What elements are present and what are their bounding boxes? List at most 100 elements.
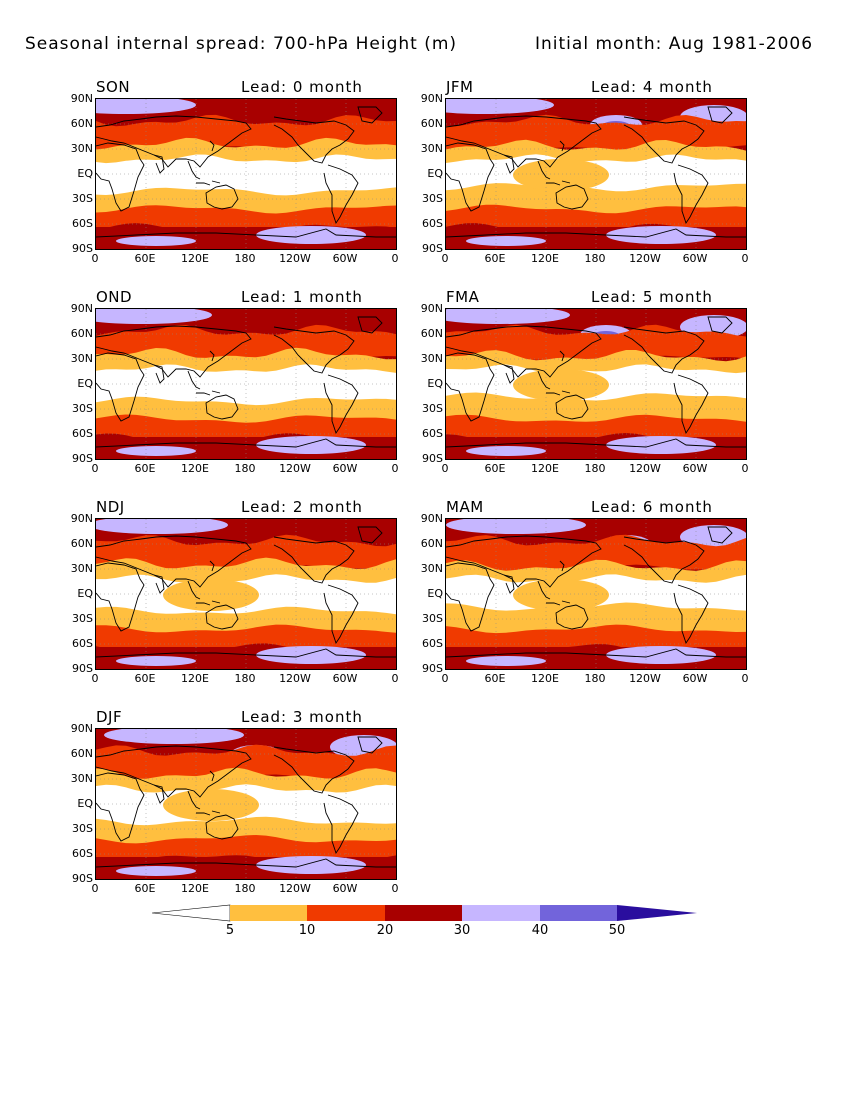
spread-map	[95, 728, 397, 880]
south-polar-blob	[256, 856, 366, 874]
coastline	[537, 370, 571, 396]
lon-tick-label: 120E	[531, 672, 559, 685]
coastline	[323, 164, 359, 225]
south-polar-blob	[256, 226, 366, 244]
lat-tick-label: 60S	[72, 217, 93, 230]
coastline	[96, 228, 396, 238]
coastline	[96, 745, 252, 798]
lat-tick-label: 90S	[72, 872, 93, 885]
coastline	[623, 536, 705, 584]
panel-lead-label: Lead: 2 month	[241, 498, 363, 516]
spread-field	[446, 99, 746, 249]
lat-tick-label: 30N	[70, 352, 93, 365]
south-polar-blob	[466, 236, 546, 246]
coastline	[205, 184, 239, 210]
lon-tick-label: 60W	[332, 882, 358, 895]
lon-tick-label: 0	[391, 672, 399, 685]
lat-tick-label: 60S	[422, 637, 443, 650]
south-polar-blob	[116, 446, 196, 456]
lat-tick-label: 30S	[422, 612, 443, 625]
coastline	[96, 325, 252, 378]
lat-tick-label: 30N	[70, 562, 93, 575]
north-polar-blob	[96, 99, 196, 114]
north-polar-blob	[446, 309, 570, 324]
north-polar-blob	[104, 729, 244, 744]
colorbar-label: 20	[376, 923, 394, 938]
coastline	[153, 154, 165, 174]
lat-tick-label: EQ	[77, 167, 93, 180]
panel-lead-label: Lead: 6 month	[591, 498, 713, 516]
coastline	[707, 316, 733, 334]
coastline	[707, 526, 733, 544]
spread-field	[96, 729, 396, 879]
coastline	[205, 604, 239, 630]
spread-field	[446, 309, 746, 459]
spread-field	[96, 519, 396, 669]
lon-tick-label: 60W	[682, 672, 708, 685]
coastline	[559, 140, 565, 152]
coastline	[446, 115, 602, 168]
lon-tick-label: 180	[234, 672, 256, 685]
lon-tick-label: 120W	[279, 462, 311, 475]
coastline	[96, 858, 396, 868]
coastline	[446, 228, 746, 238]
panel-season-label: SON	[96, 78, 131, 96]
coastline	[96, 772, 145, 842]
coastline	[446, 648, 746, 658]
coastline	[153, 784, 165, 804]
lat-tick-label: 90S	[422, 662, 443, 675]
panel-season-label: JFM	[446, 78, 474, 96]
map-panel: FMA Lead: 5 month 90N 60N 30N EQ 30S 60S 90S 0 60E…	[421, 288, 800, 488]
lat-tick-label: 30N	[70, 772, 93, 785]
spread-map	[95, 518, 397, 670]
coastline	[209, 140, 215, 152]
coastline	[357, 526, 383, 544]
lat-tick-label: 30S	[422, 402, 443, 415]
warm-pool-region	[513, 369, 609, 401]
lat-tick-label: 90S	[422, 242, 443, 255]
lat-tick-label: 60S	[72, 427, 93, 440]
panel-season-label: FMA	[446, 288, 480, 306]
lon-tick-label: 0	[441, 252, 449, 265]
lon-tick-label: 120W	[629, 462, 661, 475]
lat-tick-label: 90S	[72, 662, 93, 675]
lon-tick-label: 120W	[629, 672, 661, 685]
lon-tick-label: 60E	[484, 672, 506, 685]
north-polar-blob	[96, 309, 212, 324]
coastline	[537, 580, 571, 606]
south-polar-blob	[256, 646, 366, 664]
lat-tick-label: 60N	[420, 537, 443, 550]
lon-tick-label: 0	[391, 252, 399, 265]
lat-tick-label: 30S	[72, 192, 93, 205]
coastline	[96, 648, 396, 658]
colorbar-label: 5	[225, 923, 235, 938]
south-polar-blob	[606, 226, 716, 244]
lon-tick-label: 180	[234, 882, 256, 895]
coastline	[623, 326, 705, 374]
warm-pool-region	[513, 159, 609, 191]
colorbar-label: 10	[298, 923, 316, 938]
colorbar-bin-20-30	[385, 905, 462, 921]
lon-tick-label: 60E	[134, 882, 156, 895]
coastline	[187, 370, 221, 396]
colorbar-lower-arrow	[151, 904, 231, 922]
lon-tick-label: 60E	[134, 672, 156, 685]
panel-lead-label: Lead: 1 month	[241, 288, 363, 306]
lon-tick-label: 180	[584, 672, 606, 685]
lon-tick-label: 0	[741, 462, 749, 475]
lon-tick-label: 0	[91, 672, 99, 685]
spread-map	[445, 518, 747, 670]
coastline	[323, 794, 359, 855]
map-panel: SON Lead: 0 month 90N 60N 30N EQ 30S 60S 90S 0 60E…	[71, 78, 450, 278]
lon-tick-label: 60E	[484, 252, 506, 265]
lon-tick-label: 60W	[332, 672, 358, 685]
lat-tick-label: 30S	[72, 402, 93, 415]
coastline	[446, 535, 602, 588]
coastline	[96, 562, 145, 632]
lat-tick-label: 60S	[422, 427, 443, 440]
spread-field	[96, 309, 396, 459]
colorbar-bar	[151, 904, 697, 922]
lon-tick-label: 0	[91, 252, 99, 265]
south-polar-blob	[606, 646, 716, 664]
coastline	[503, 364, 515, 384]
